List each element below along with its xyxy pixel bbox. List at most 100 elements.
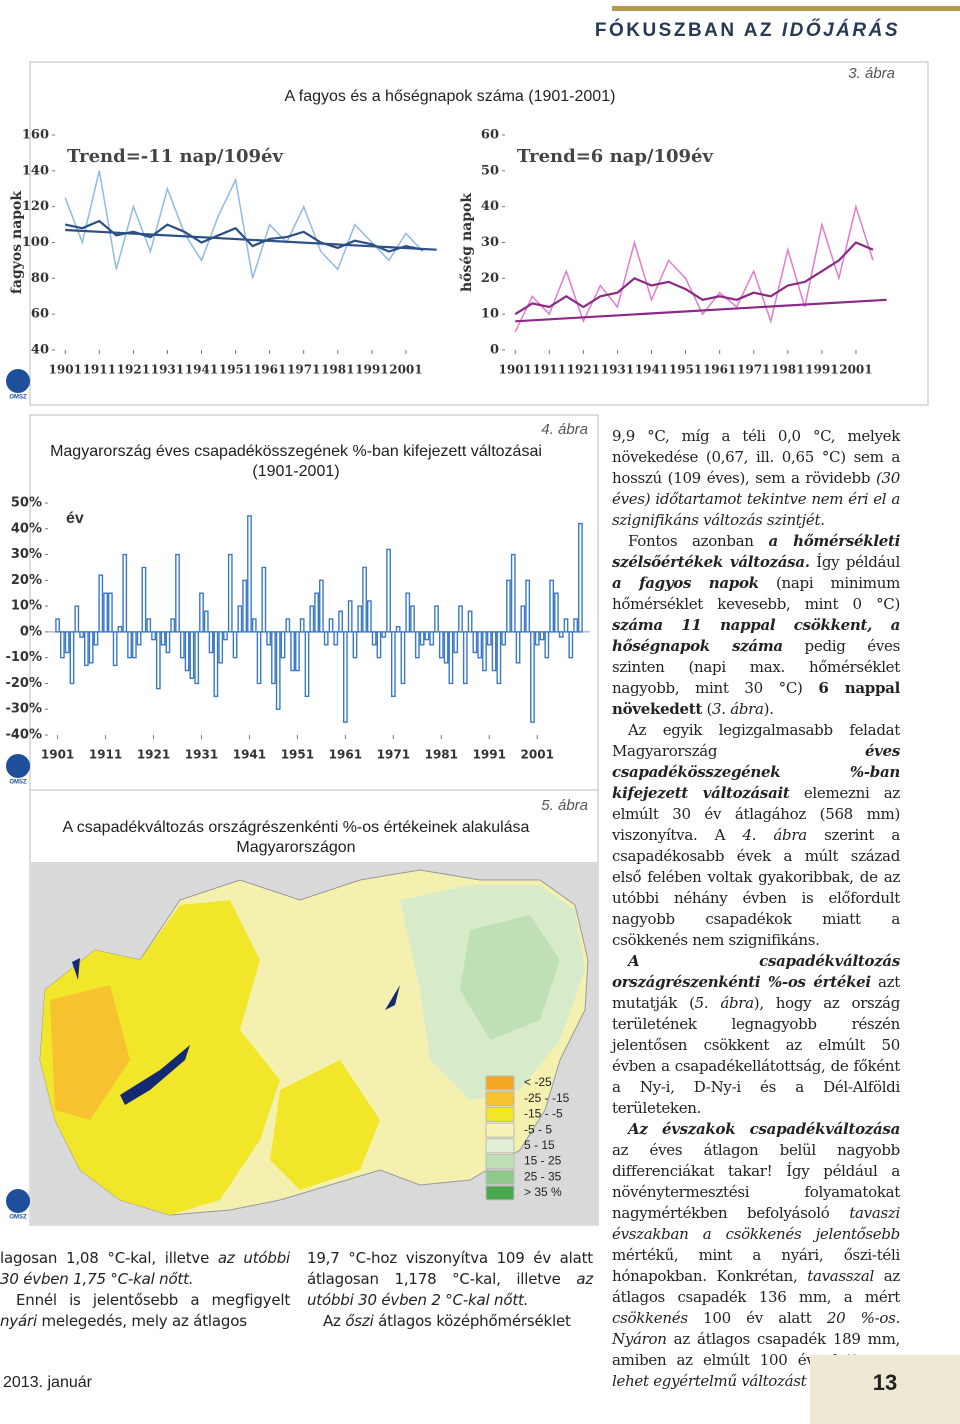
bar xyxy=(170,618,176,633)
bar xyxy=(280,631,286,659)
bar xyxy=(352,631,358,659)
x-tick-label: 2001 xyxy=(839,363,872,377)
bar xyxy=(232,631,238,659)
annotation: Trend=6 nap/109év xyxy=(517,146,714,167)
kicker-em: IDŐJÁRÁS xyxy=(781,20,900,41)
bar xyxy=(462,631,468,685)
text-run: Az évszakok csapadékváltozása xyxy=(628,1120,900,1138)
text-run: Ennél is jelentősebb a megfigyelt xyxy=(16,1291,290,1309)
x-tick-label: 1961 xyxy=(253,363,286,377)
bar xyxy=(414,631,420,659)
bar xyxy=(103,592,108,633)
bar xyxy=(386,548,391,633)
logo-text: OMSZ xyxy=(9,780,27,786)
y-tick-label: 20 xyxy=(481,271,499,286)
bar xyxy=(400,631,406,685)
bar xyxy=(146,618,152,633)
text-run: elemezni az elmúlt 30 év átlagához (568 … xyxy=(612,784,900,844)
x-tick-label: 1961 xyxy=(703,363,736,377)
text-run: 3. ábra xyxy=(712,700,764,718)
y-tick-label: 40 xyxy=(31,343,49,358)
text-run: az éves átlagon belül nagyobb differenci… xyxy=(612,1141,900,1222)
x-tick-label: 2001 xyxy=(389,363,422,377)
x-tick-label: 1901 xyxy=(499,363,532,377)
text-run: melegedés, mely az átlagos xyxy=(36,1312,247,1330)
figure-frame xyxy=(29,61,929,406)
legend-swatch xyxy=(485,1091,515,1107)
text-run: ( xyxy=(702,700,713,718)
page-number: 13 xyxy=(810,1355,960,1424)
logo xyxy=(6,369,30,393)
legend-swatch xyxy=(485,1138,515,1154)
text-run: száma 11 nappal csökkent, a hőségnapok s… xyxy=(612,616,900,655)
bar xyxy=(304,631,310,698)
annotation: év xyxy=(66,510,84,527)
figure-title: Magyarországon xyxy=(236,839,355,856)
legend-label: 5 - 15 xyxy=(524,1138,555,1152)
bar xyxy=(534,631,540,646)
text-run: Így például xyxy=(809,553,900,571)
logo-text: OMSZ xyxy=(9,1215,27,1221)
bar xyxy=(74,605,80,633)
paragraph: 19,7 °C-hoz viszonyítva 109 év alatt átl… xyxy=(307,1248,593,1311)
bar xyxy=(271,631,276,685)
logo-text: OMSZ xyxy=(9,395,27,401)
bar xyxy=(525,579,531,633)
x-tick-label: 1991 xyxy=(355,363,388,377)
bar xyxy=(242,579,248,633)
bar xyxy=(127,631,132,659)
y-tick-label: 40 xyxy=(481,199,499,214)
y-tick-label: 80 xyxy=(31,271,49,286)
bar xyxy=(160,631,166,646)
figure-label: 5. ábra xyxy=(541,797,588,814)
y-axis-label: fagyos napok xyxy=(9,191,25,294)
text-run: mértékű, mint a nyári, őszi-téli hónapok… xyxy=(612,1246,900,1285)
x-tick-label: 1901 xyxy=(41,748,74,762)
bar xyxy=(506,579,511,633)
x-tick-label: 1951 xyxy=(219,363,252,377)
text-run: (napi minimum hőmérséklet kevesebb, mint… xyxy=(612,574,900,613)
bar xyxy=(501,631,507,646)
y-tick-label: -20% xyxy=(5,676,42,691)
logo xyxy=(6,1189,30,1213)
bar xyxy=(299,618,305,633)
bar xyxy=(309,605,315,633)
legend-label: -25 - -15 xyxy=(524,1091,570,1105)
text-run: ), hogy az ország területének legnagyobb… xyxy=(612,994,901,1117)
bar xyxy=(251,618,257,633)
bar xyxy=(266,631,272,646)
bar xyxy=(410,605,415,633)
text-column: 19,7 °C-hoz viszonyítva 109 év alatt átl… xyxy=(307,1248,593,1332)
bar xyxy=(290,631,295,672)
map-region xyxy=(50,985,130,1120)
bar xyxy=(285,618,291,633)
bar xyxy=(448,631,454,685)
bar xyxy=(343,631,348,723)
text-run: 20 %-os. Nyáron xyxy=(612,1309,900,1348)
bar xyxy=(203,610,209,633)
bar xyxy=(563,618,569,633)
text-run: 19,7 °C-hoz viszonyítva 109 év alatt átl… xyxy=(307,1249,593,1288)
text-run: Az egyik legizgalmasabb feladat Magyaror… xyxy=(612,721,900,760)
bar xyxy=(333,631,339,646)
x-tick-label: 1901 xyxy=(49,363,82,377)
bar xyxy=(88,631,94,664)
text-run: A csapadékváltozás országrészenkénti %-o… xyxy=(612,952,900,991)
y-tick-label: -10% xyxy=(5,650,42,665)
bar xyxy=(69,631,75,685)
paragraph: Az évszakok csapadékváltozása az éves át… xyxy=(612,1119,900,1392)
x-tick-label: 1931 xyxy=(185,748,218,762)
bar xyxy=(520,605,526,633)
bar xyxy=(530,631,535,723)
bar xyxy=(141,566,147,633)
bar xyxy=(453,631,459,654)
bar xyxy=(165,631,171,654)
text-run: 4. ábra xyxy=(742,826,807,844)
bar xyxy=(371,631,377,646)
bar xyxy=(323,631,329,646)
x-tick-label: 1911 xyxy=(83,363,116,377)
text-run: (30 éves) időtartamot tekintve nem éri e… xyxy=(612,469,900,529)
map-lake xyxy=(72,958,80,980)
text-column: 9,9 °C, míg a téli 0,0 °C, melyek növeke… xyxy=(612,426,900,1392)
